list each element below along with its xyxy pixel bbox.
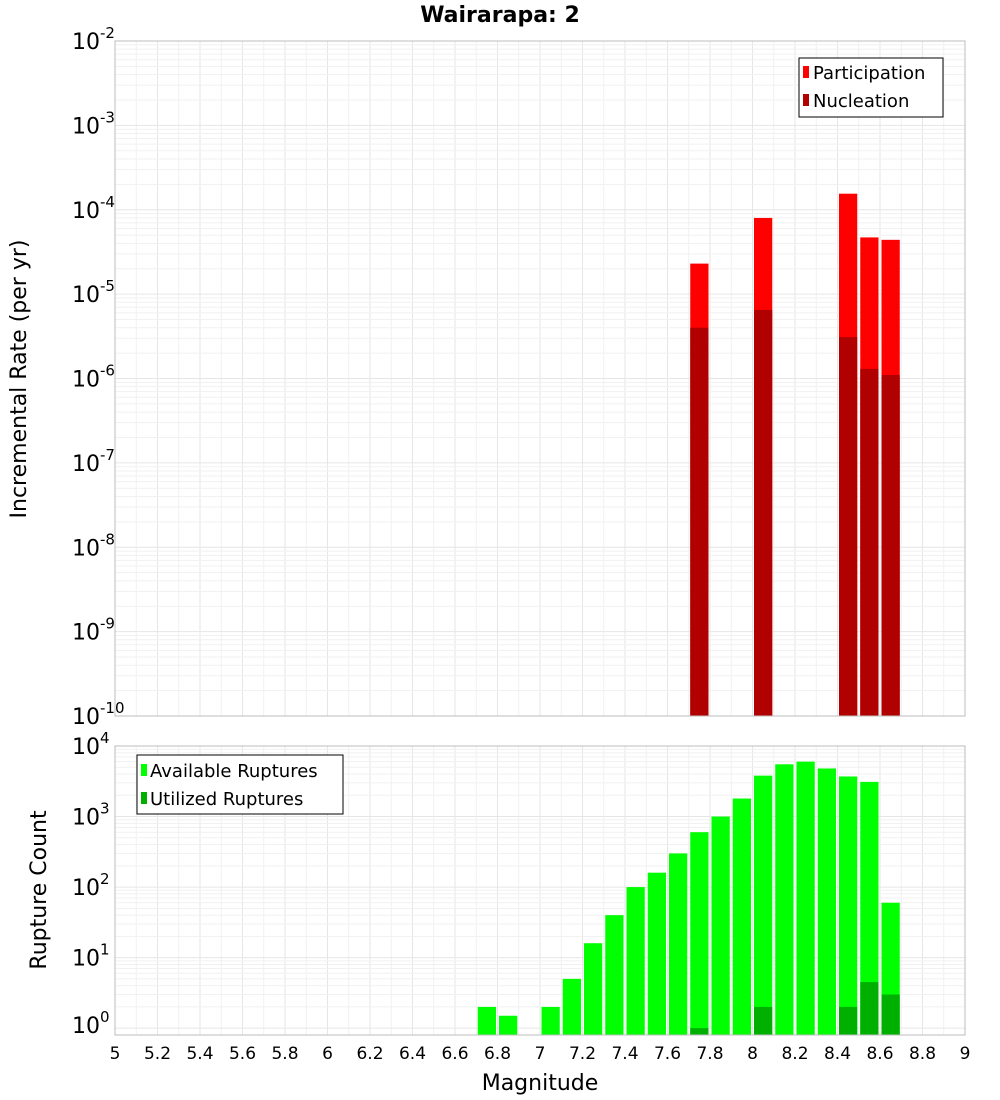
bar-available-ruptures-8.05 [754, 775, 773, 1035]
x-tick-label: 5.8 [271, 1044, 298, 1064]
bar-available-ruptures-7.55 [647, 872, 666, 1035]
top-panel: 10-2 10-3 10-4 10-5 10-6 10-7 10-8 10-9 10-10 In… [7, 24, 966, 730]
x-tick-label: 5.6 [229, 1044, 256, 1064]
bottom-y-axis-label: Rupture Count [27, 810, 52, 970]
bottom-y-tick-label: 104 [72, 729, 110, 760]
bottom-bars [477, 761, 900, 1035]
bar-nucleation-8.05 [754, 309, 773, 716]
chart-title: Wairarapa: 2 [420, 3, 580, 28]
top-y-tick-label: 10-2 [72, 24, 115, 55]
x-tick-label: 7 [535, 1044, 546, 1064]
bar-available-ruptures-7.35 [605, 915, 624, 1035]
bar-nucleation-8.55 [860, 368, 879, 716]
x-tick-label: 7.8 [696, 1044, 723, 1064]
x-axis-label: Magnitude [482, 1071, 599, 1096]
top-y-tick-label: 10-9 [72, 615, 115, 646]
top-y-tick-label: 10-10 [72, 699, 125, 730]
bar-available-ruptures-8.15 [775, 764, 794, 1035]
x-tick-label: 6 [322, 1044, 333, 1064]
x-tick-label: 8.4 [824, 1044, 851, 1064]
top-y-tick-label: 10-4 [72, 193, 115, 224]
x-tick-label: 5 [110, 1044, 121, 1064]
top-y-tick-label: 10-8 [72, 530, 115, 561]
top-grid [114, 40, 966, 717]
x-tick-label: 6.8 [484, 1044, 511, 1064]
x-tick-label: 8.8 [909, 1044, 936, 1064]
top-y-tick-label: 10-3 [72, 108, 115, 139]
x-tick-label: 6.6 [441, 1044, 468, 1064]
top-plot-frame [114, 40, 966, 717]
bar-available-ruptures-8.25 [796, 761, 815, 1035]
top-y-tick-label: 10-5 [72, 277, 115, 308]
bottom-plot-frame [114, 745, 966, 1036]
x-tick-label: 5.4 [186, 1044, 213, 1064]
bar-available-ruptures-7.05 [541, 1006, 560, 1035]
bottom-y-tick-labels: 104 103 102 101 100 [72, 729, 110, 1039]
legend-swatch-utilized [141, 792, 147, 804]
bar-nucleation-8.65 [881, 375, 900, 716]
top-y-tick-labels: 10-2 10-3 10-4 10-5 10-6 10-7 10-8 10-9 10-10 [72, 24, 125, 730]
bottom-y-tick-label: 103 [72, 800, 110, 831]
legend-swatch-participation [803, 66, 809, 78]
top-bars [690, 193, 900, 716]
top-legend-box [798, 57, 944, 118]
bar-utilized-ruptures-7.75 [690, 1028, 709, 1035]
x-tick-label: 7.6 [654, 1044, 681, 1064]
top-legend: Participation Nucleation [798, 57, 944, 118]
bar-available-ruptures-7.25 [584, 943, 603, 1035]
bar-utilized-ruptures-8.05 [754, 1006, 773, 1035]
x-tick-label: 6.4 [399, 1044, 426, 1064]
top-y-tick-label: 10-6 [72, 362, 115, 393]
bar-utilized-ruptures-8.45 [839, 1006, 858, 1035]
x-tick-label: 8.6 [866, 1044, 893, 1064]
x-tick-label: 6.2 [356, 1044, 383, 1064]
bottom-y-tick-label: 102 [72, 870, 110, 901]
x-tick-label: 9 [960, 1044, 971, 1064]
legend-label-nucleation: Nucleation [813, 91, 909, 112]
bar-available-ruptures-7.15 [562, 978, 581, 1035]
bar-nucleation-8.45 [839, 337, 858, 716]
bar-available-ruptures-6.75 [477, 1006, 496, 1035]
bar-available-ruptures-7.95 [732, 798, 751, 1035]
bottom-x-tick-labels: 5 5.2 5.4 5.6 5.8 6 6.2 6.4 6.6 6.8 7 7.2 7.4 7.6 7.8 8… [110, 1044, 971, 1064]
x-tick-label: 7.2 [569, 1044, 596, 1064]
bottom-y-tick-label: 100 [72, 1008, 110, 1039]
legend-label-participation: Participation [813, 63, 925, 84]
bar-available-ruptures-6.85 [499, 1015, 518, 1035]
bottom-y-tick-label: 101 [72, 941, 110, 972]
bar-utilized-ruptures-8.55 [860, 982, 879, 1035]
bottom-panel: 104 103 102 101 100 5 5.2 5.4 5.6 5.8 6 6.2 6.4 6.6 6… [27, 729, 970, 1096]
x-tick-label: 8 [747, 1044, 758, 1064]
bottom-legend-box [136, 754, 344, 815]
top-y-tick-label: 10-7 [72, 446, 115, 477]
legend-label-available: Available Ruptures [150, 761, 318, 782]
x-tick-label: 5.2 [144, 1044, 171, 1064]
bar-available-ruptures-7.45 [626, 887, 645, 1035]
bar-available-ruptures-7.65 [669, 853, 688, 1035]
x-tick-label: 7.4 [611, 1044, 638, 1064]
legend-swatch-available [141, 764, 147, 776]
bar-available-ruptures-7.85 [711, 816, 730, 1035]
bottom-legend: Available Ruptures Utilized Ruptures [136, 754, 344, 815]
bar-available-ruptures-8.55 [860, 781, 879, 1035]
top-y-axis-label: Incremental Rate (per yr) [7, 240, 32, 519]
bar-available-ruptures-8.45 [839, 776, 858, 1035]
bar-available-ruptures-8.35 [817, 768, 836, 1035]
legend-swatch-nucleation [803, 94, 809, 106]
bar-nucleation-7.75 [690, 327, 709, 716]
bar-available-ruptures-7.75 [690, 832, 709, 1035]
x-tick-label: 8.2 [781, 1044, 808, 1064]
bar-utilized-ruptures-8.65 [881, 994, 900, 1035]
legend-label-utilized: Utilized Ruptures [150, 789, 303, 810]
